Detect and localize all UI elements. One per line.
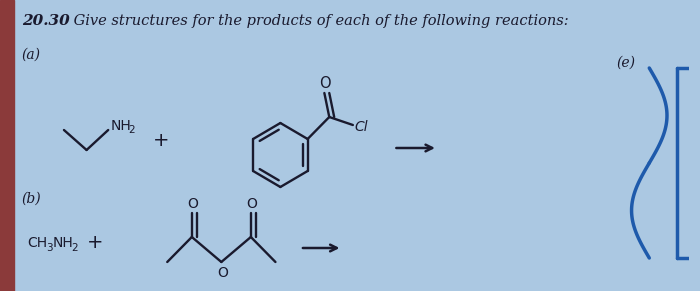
Text: NH: NH <box>110 119 131 133</box>
Text: O: O <box>246 197 258 211</box>
Text: +: + <box>153 130 169 150</box>
Text: O: O <box>188 197 198 211</box>
Text: (a): (a) <box>22 48 41 62</box>
Text: O: O <box>319 77 331 91</box>
Text: 2: 2 <box>128 125 134 135</box>
Text: 2: 2 <box>71 243 78 253</box>
Text: Cl: Cl <box>355 120 368 134</box>
Text: +: + <box>87 233 103 253</box>
Text: 20.30: 20.30 <box>22 14 69 28</box>
Text: NH: NH <box>52 236 73 250</box>
Text: (b): (b) <box>22 192 41 206</box>
Text: 3: 3 <box>46 243 53 253</box>
Text: Give structures for the products of each of the following reactions:: Give structures for the products of each… <box>69 14 568 28</box>
Text: (e): (e) <box>617 56 636 70</box>
Text: CH: CH <box>27 236 48 250</box>
Text: O: O <box>217 266 228 280</box>
Bar <box>0 0 14 291</box>
